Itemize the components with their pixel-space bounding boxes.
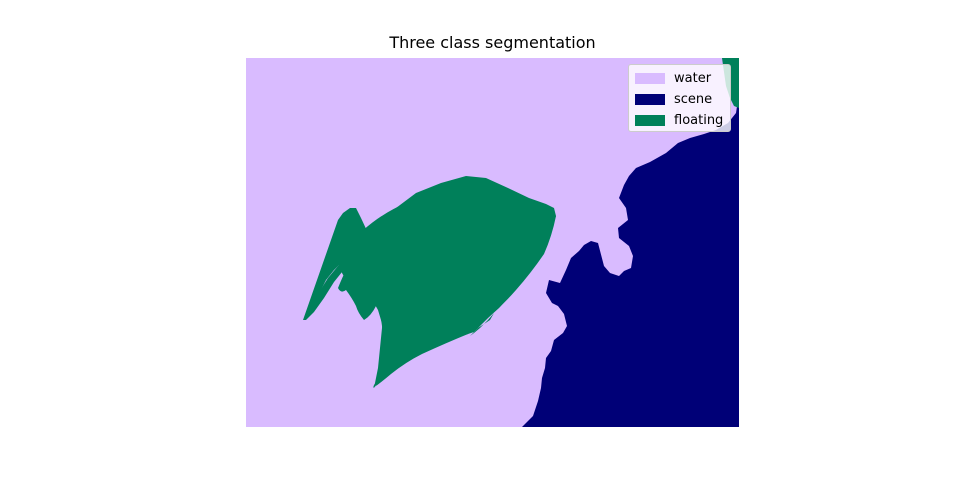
floating-fin-right: [470, 313, 494, 336]
legend-item-water: water: [635, 68, 724, 89]
figure-title: Three class segmentation: [389, 33, 596, 52]
legend-label-water: water: [674, 70, 712, 86]
legend-swatch-floating: [635, 115, 665, 126]
legend-item-floating: floating: [635, 110, 724, 131]
floating-fin-left: [303, 258, 350, 320]
floating-fin-lower: [374, 316, 389, 388]
legend-label-scene: scene: [674, 91, 713, 107]
legend-swatch-water: [635, 73, 665, 84]
floating-fish-body: [338, 186, 556, 386]
legend-item-scene: scene: [635, 89, 724, 110]
legend-label-floating: floating: [674, 112, 724, 128]
legend-swatch-scene: [635, 94, 665, 105]
legend: water scene floating: [628, 64, 731, 132]
scene-region: [522, 93, 739, 427]
